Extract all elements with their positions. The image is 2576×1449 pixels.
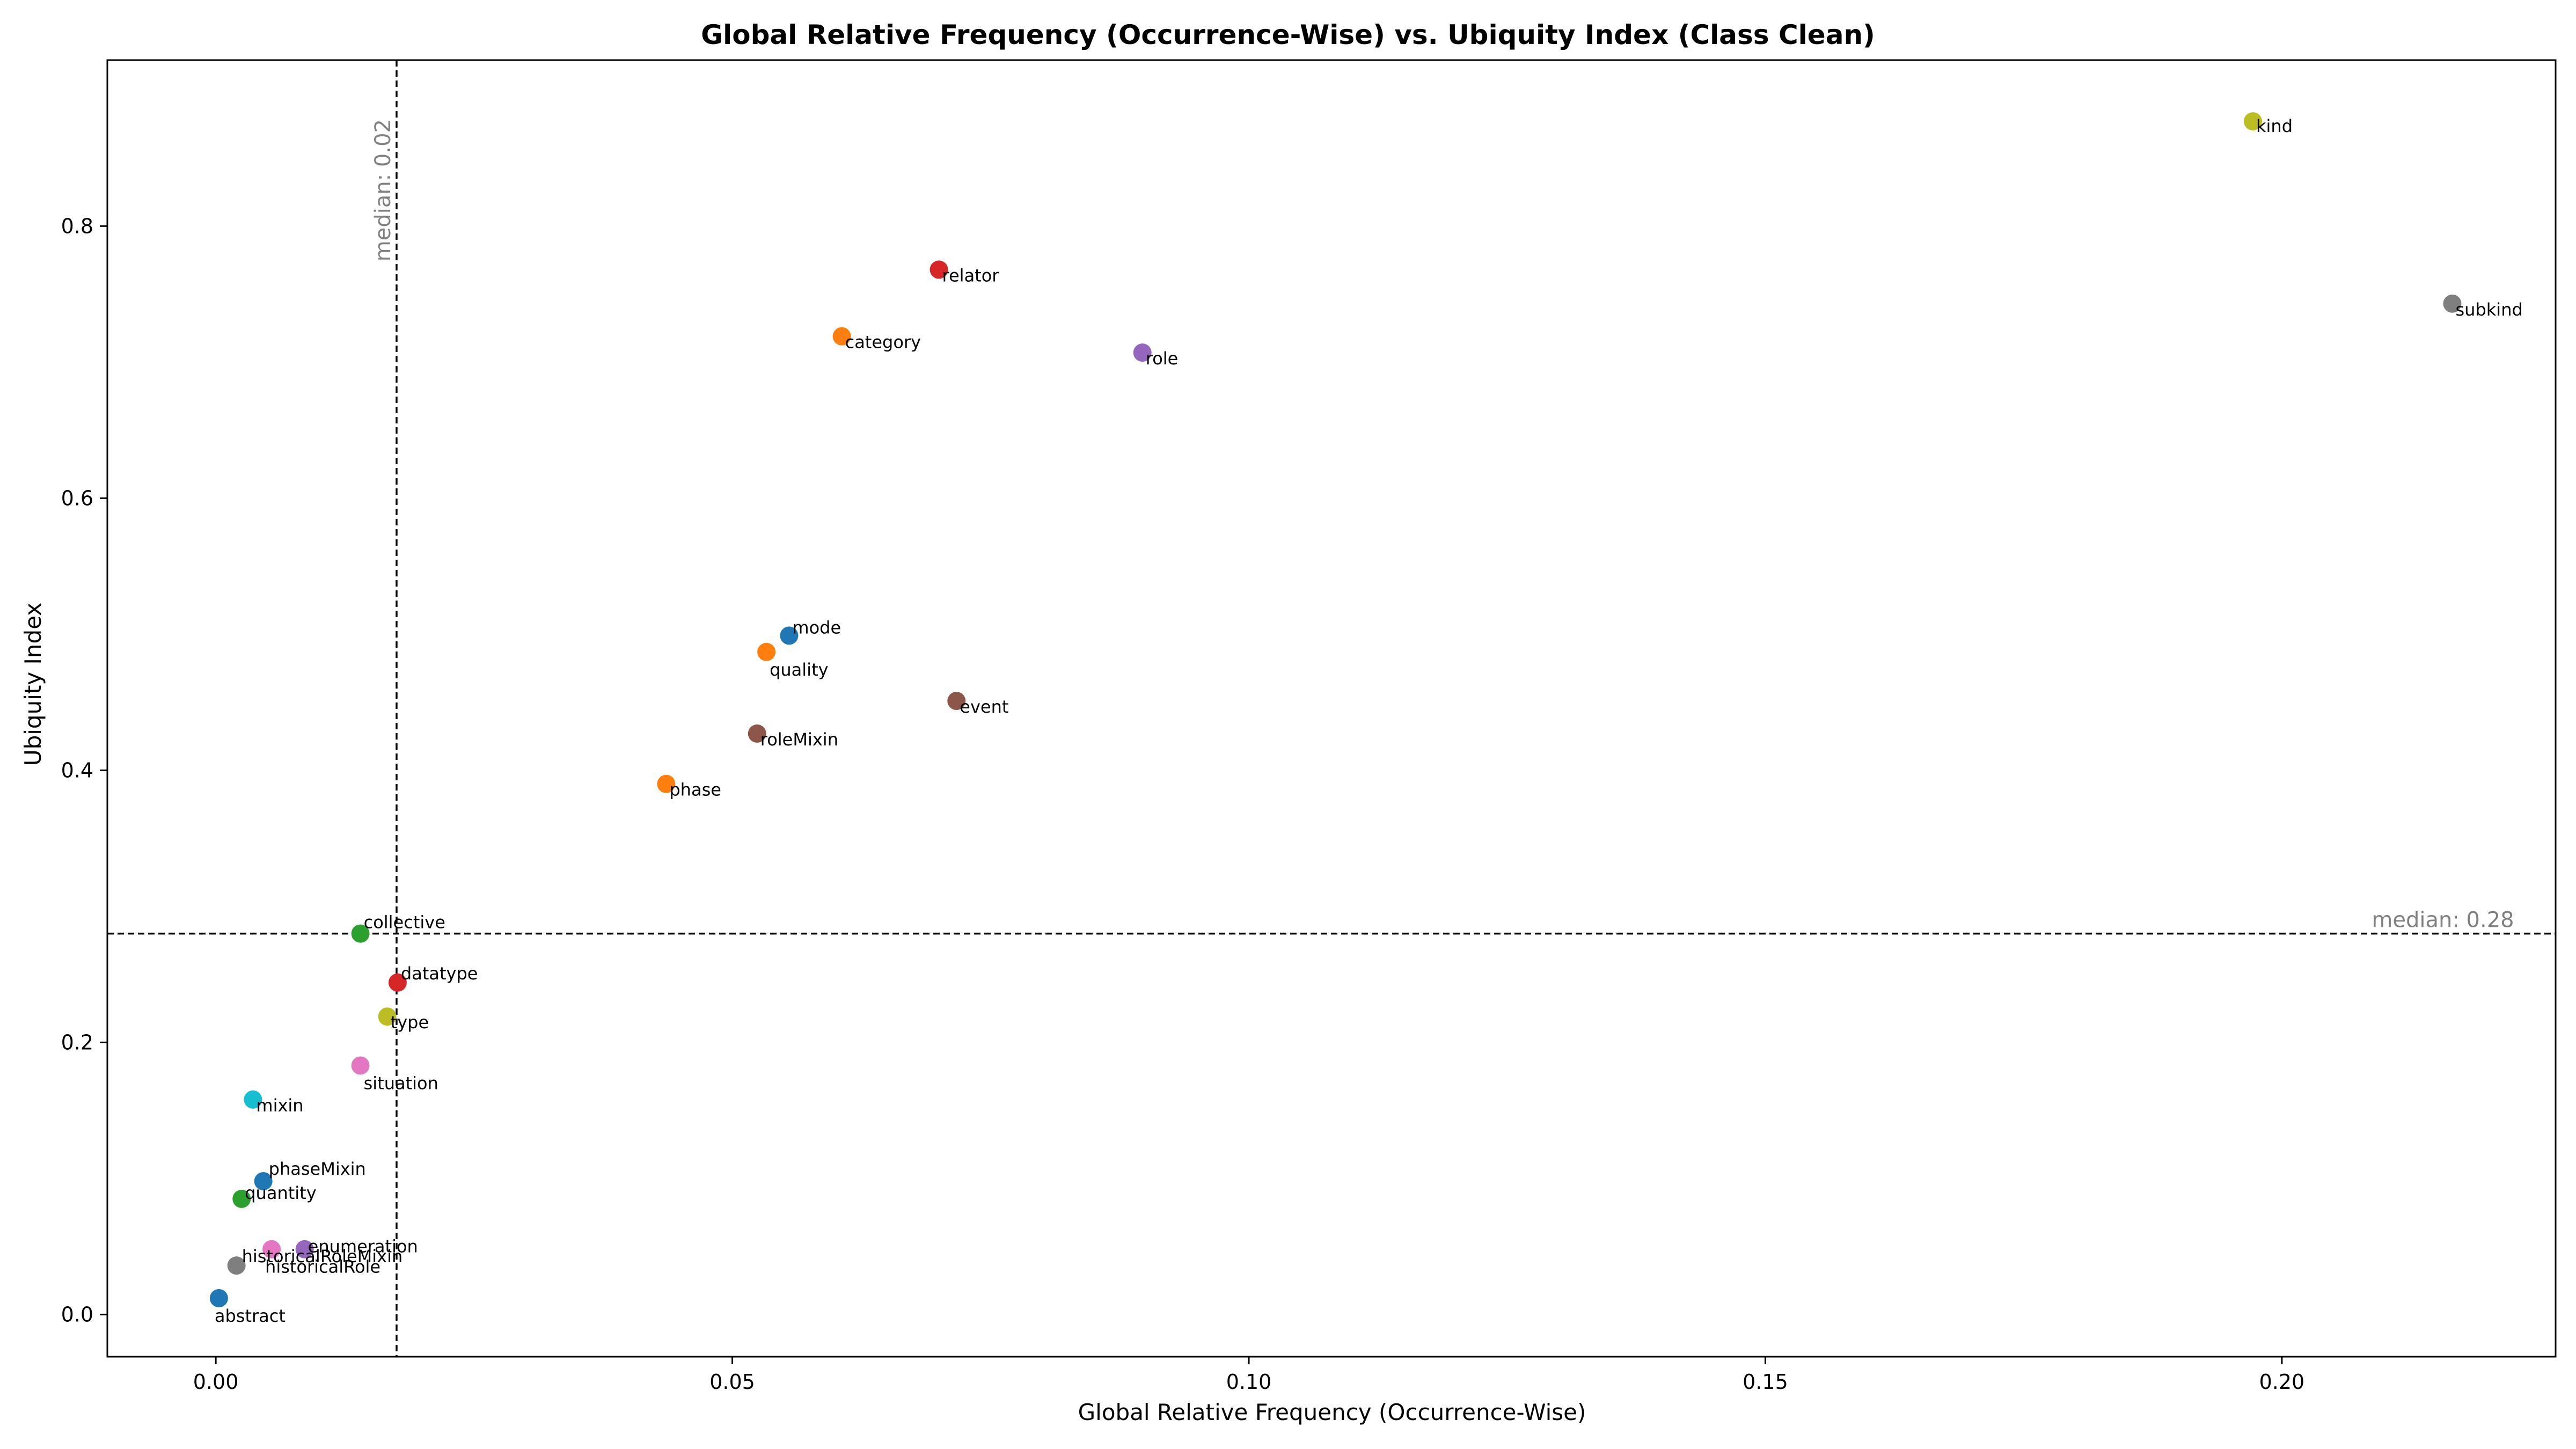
point-label: kind	[2256, 116, 2293, 136]
data-point	[351, 1056, 370, 1075]
data-point	[947, 692, 966, 711]
y-tick-label: 0.0	[61, 1302, 93, 1326]
point-label: role	[1146, 348, 1179, 369]
x-tick-label: 0.20	[2259, 1370, 2305, 1394]
y-tick-label: 0.4	[61, 758, 93, 782]
point-label: phaseMixin	[269, 1159, 366, 1179]
x-tick-label: 0.00	[193, 1370, 239, 1394]
data-point	[209, 1289, 228, 1307]
data-point	[2244, 112, 2263, 131]
data-point	[351, 924, 370, 943]
data-point	[748, 724, 766, 743]
point-label: category	[845, 332, 921, 353]
data-point	[388, 973, 407, 992]
data-point	[262, 1240, 281, 1258]
x-tick-label: 0.05	[709, 1370, 755, 1394]
point-label: mixin	[256, 1095, 303, 1116]
point-label: collective	[364, 912, 445, 933]
data-point	[1133, 343, 1152, 362]
point-label: historicalRole	[265, 1257, 380, 1277]
data-point	[378, 1007, 397, 1026]
point-label: abstract	[215, 1306, 286, 1326]
x-tick-label: 0.15	[1743, 1370, 1788, 1394]
data-point	[930, 260, 948, 279]
data-point	[244, 1090, 262, 1109]
point-label: datatype	[401, 963, 478, 984]
point-label: subkind	[2456, 299, 2523, 320]
data-point	[657, 774, 676, 793]
point-label: phase	[669, 780, 721, 800]
point-label: historicalRoleMixin	[242, 1246, 403, 1267]
data-point	[295, 1240, 314, 1258]
data-point	[227, 1256, 246, 1275]
data-point	[780, 626, 799, 645]
plot-area: 0.00 0.05 0.10 0.15 0.20 0.0 0.2 0.4 0.6 0.8 media…	[61, 59, 2557, 1394]
y-tick-label: 0.2	[61, 1030, 93, 1054]
chart-title: Global Relative Frequency (Occurrence-Wi…	[701, 19, 1875, 50]
data-point	[2443, 294, 2462, 313]
point-label: quantity	[245, 1183, 316, 1203]
point-label: quality	[770, 660, 828, 680]
point-label: roleMixin	[760, 729, 838, 750]
data-point	[232, 1189, 251, 1208]
data-point	[254, 1172, 273, 1190]
point-label: type	[391, 1012, 429, 1033]
point-label: situation	[364, 1073, 438, 1093]
x-tick-label: 0.10	[1226, 1370, 1272, 1394]
point-label: event	[960, 697, 1008, 717]
y-tick-label: 0.8	[61, 214, 93, 238]
point-label: mode	[792, 617, 841, 638]
y-axis-label: Ubiquity Index	[20, 603, 46, 766]
data-point	[757, 642, 776, 661]
y-tick-label: 0.6	[61, 486, 93, 510]
x-axis-label: Global Relative Frequency (Occurrence-Wi…	[1078, 1399, 1586, 1425]
median-y-label: median: 0.28	[2372, 908, 2514, 933]
median-x-label: median: 0.02	[371, 119, 396, 261]
point-label: enumeration	[308, 1236, 418, 1257]
point-label: relator	[942, 265, 1000, 286]
plot-frame	[106, 59, 2557, 1358]
data-point	[832, 327, 851, 346]
